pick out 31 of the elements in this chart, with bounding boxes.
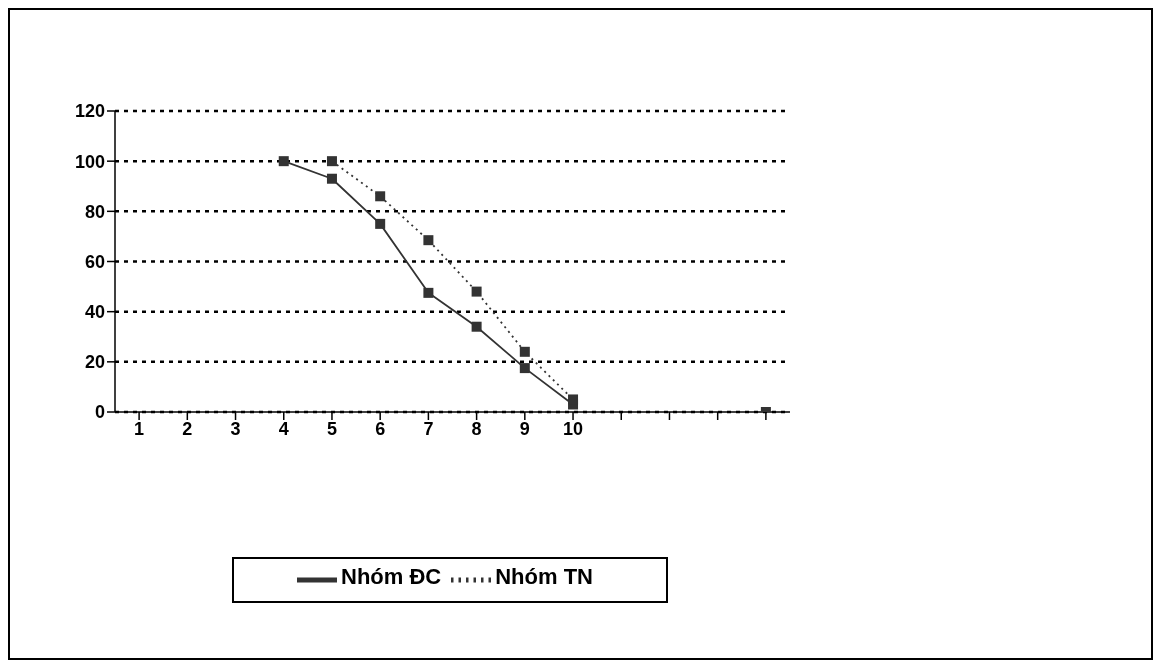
point	[375, 191, 386, 202]
x-tick-label: 5	[326, 418, 337, 439]
point	[278, 156, 289, 167]
x-tick-label: 3	[230, 418, 241, 439]
legend-label: Nhóm ĐC	[341, 563, 442, 589]
point	[519, 346, 530, 357]
y-tick-label: 20	[84, 352, 105, 373]
y-tick-label: 40	[84, 302, 105, 323]
x-tick-label: 2	[182, 418, 193, 439]
x-tick-label: 1	[134, 418, 145, 439]
point	[326, 156, 337, 167]
point	[471, 321, 482, 332]
point	[568, 394, 579, 405]
point	[519, 363, 530, 374]
point	[471, 286, 482, 297]
point	[423, 287, 434, 298]
y-tick-label: 120	[74, 101, 105, 122]
x-tick-label: 6	[375, 418, 386, 439]
x-tick-label: 8	[471, 418, 482, 439]
point	[326, 173, 337, 184]
x-tick-label: 10	[563, 418, 584, 439]
x-tick-label: 4	[278, 418, 289, 439]
point	[423, 235, 434, 246]
x-tick-label: 7	[423, 418, 434, 439]
y-tick-label: 80	[84, 201, 105, 222]
y-tick-label: 100	[74, 151, 105, 172]
x-tick-label: 9	[519, 418, 530, 439]
legend-label: Nhóm TN	[495, 563, 593, 589]
point	[375, 218, 386, 229]
y-tick-label: 0	[94, 402, 105, 423]
y-tick-label: 60	[84, 251, 105, 272]
